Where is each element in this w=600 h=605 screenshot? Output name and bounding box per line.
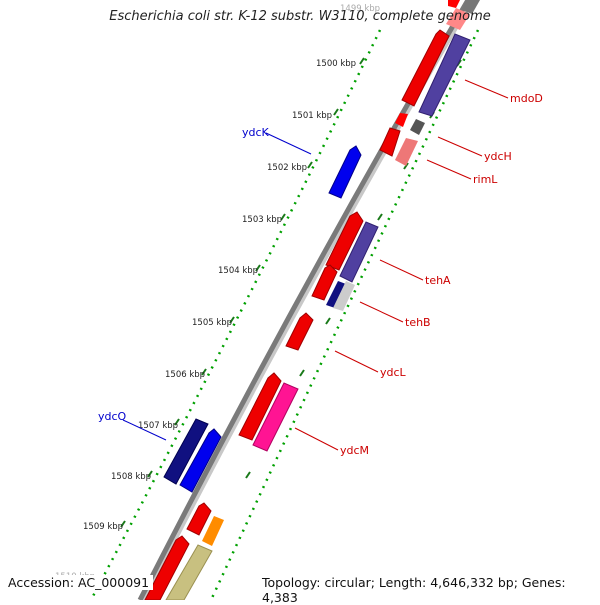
tick-label-1509: 1509 kbp xyxy=(83,522,123,532)
gene-ydcL[interactable] xyxy=(285,312,314,351)
label-connectors xyxy=(122,79,509,451)
scale-dotted-line xyxy=(90,29,382,599)
forward-genes xyxy=(163,145,362,493)
label-ydcM: ydcM xyxy=(340,444,369,457)
connector-ydcM xyxy=(294,427,339,451)
gene-red-2[interactable] xyxy=(379,127,401,157)
gene-tehB-navy[interactable] xyxy=(326,281,346,308)
tick-label-1506: 1506 kbp xyxy=(165,370,205,380)
tick-label-1502: 1502 kbp xyxy=(267,163,307,173)
connector-mdoD xyxy=(464,79,509,99)
label-ydcH: ydcH xyxy=(484,150,512,163)
map-title: Escherichia coli str. K-12 substr. W3110… xyxy=(109,9,491,24)
gene-rimL[interactable] xyxy=(395,138,418,166)
gene-ydcH[interactable] xyxy=(410,119,425,135)
label-rimL: rimL xyxy=(473,173,498,186)
gene-bottom-orange[interactable] xyxy=(202,516,224,546)
label-mdoD: mdoD xyxy=(510,92,543,105)
gene-small-red-1[interactable] xyxy=(395,113,408,127)
label-ydcL: ydcL xyxy=(380,366,407,379)
tick-label-1507: 1507 kbp xyxy=(138,421,178,431)
gene-bottom-red-2[interactable] xyxy=(144,535,190,600)
connector-ydcO xyxy=(122,419,167,441)
tick-label-1505: 1505 kbp xyxy=(192,318,232,328)
reverse-genes xyxy=(144,0,480,600)
tick-label-1501: 1501 kbp xyxy=(292,111,332,121)
tick-label-1508: 1508 kbp xyxy=(111,472,151,482)
gene-tehA-red[interactable] xyxy=(325,211,364,271)
gene-mdoD-red[interactable] xyxy=(401,29,450,107)
gene-ydcM-red[interactable] xyxy=(238,372,282,441)
connector-tehB xyxy=(359,301,404,323)
tick-label-1499: 1499 kbp xyxy=(340,4,380,14)
label-ydcK: ydcK xyxy=(242,126,270,139)
inner-dotted-line xyxy=(210,29,480,599)
tick-label-1504: 1504 kbp xyxy=(218,266,258,276)
tick-label-1503: 1503 kbp xyxy=(242,215,282,225)
gene-ydcO[interactable] xyxy=(179,428,222,493)
connector-rimL xyxy=(426,159,472,180)
connector-ydcH xyxy=(437,136,483,157)
gene-pink-top[interactable] xyxy=(446,8,470,30)
scale-tick-marks xyxy=(120,57,365,528)
gene-mdoD[interactable] xyxy=(418,33,471,117)
gene-bottom-red-1[interactable] xyxy=(186,502,212,536)
gene-ydcK[interactable] xyxy=(328,145,362,199)
accession-text: Accession: AC_000091 xyxy=(8,575,154,590)
label-tehB: tehB xyxy=(405,316,431,329)
gene-top-gray[interactable] xyxy=(462,0,480,14)
gene-ydcM[interactable] xyxy=(252,382,299,452)
topology-text: Topology: circular; Length: 4,646,332 bp… xyxy=(260,575,600,605)
connector-tehA xyxy=(379,259,424,281)
gene-top-red[interactable] xyxy=(448,0,460,8)
label-tehA: tehA xyxy=(425,274,451,287)
gene-tehA[interactable] xyxy=(339,221,379,283)
gene-tehB[interactable] xyxy=(333,281,355,311)
gene-bottom-khaki[interactable] xyxy=(165,544,213,600)
tick-label-1500: 1500 kbp xyxy=(316,59,356,69)
gene-ydcO-upstream[interactable] xyxy=(163,418,209,485)
gene-tehB-red[interactable] xyxy=(311,264,338,301)
connector-ydcL xyxy=(334,350,379,373)
label-ydcO: ydcO xyxy=(98,410,127,423)
connector-ydcK xyxy=(265,132,312,155)
